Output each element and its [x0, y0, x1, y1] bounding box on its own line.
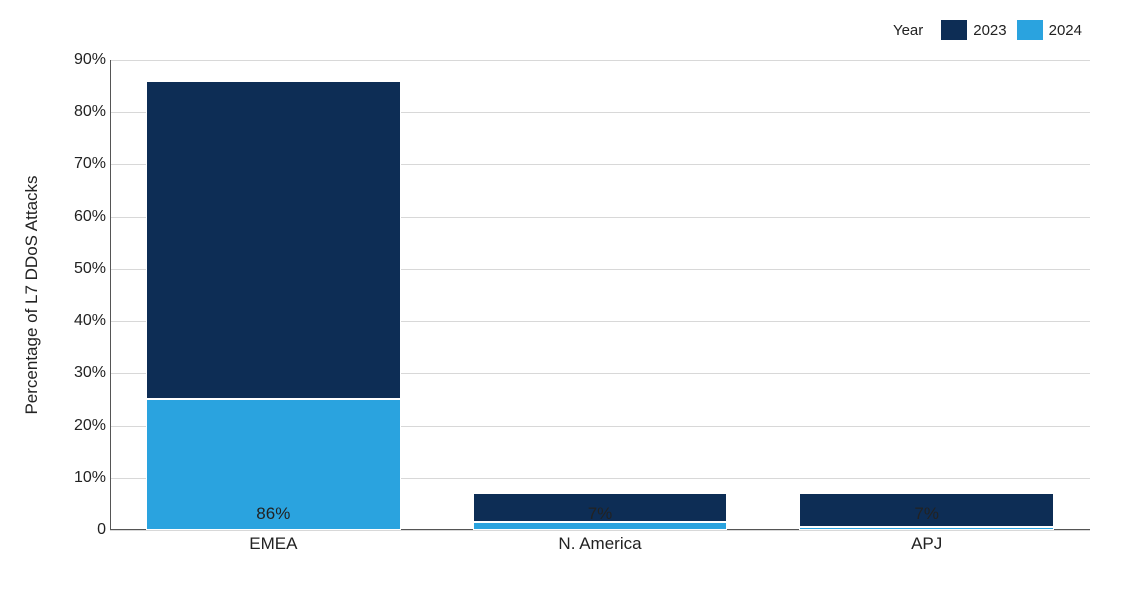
y-tick-label: 30% [60, 364, 106, 382]
x-tick-label: EMEA [249, 534, 297, 554]
x-tick-label: APJ [911, 534, 942, 554]
y-tick-label: 10% [60, 469, 106, 487]
y-axis-line [110, 60, 111, 530]
plot-area: 86%7%7% [110, 60, 1090, 530]
legend-label-2023: 2023 [973, 22, 1006, 39]
y-tick-labels: 010%20%30%40%50%60%70%80%90% [60, 60, 106, 530]
y-tick-label: 40% [60, 312, 106, 330]
legend-label-2024: 2024 [1049, 22, 1082, 39]
x-tick-label: N. America [558, 534, 641, 554]
y-tick-label: 60% [60, 208, 106, 226]
y-tick-label: 90% [60, 51, 106, 69]
y-tick-label: 50% [60, 260, 106, 278]
legend: Year 2023 2024 [893, 20, 1082, 40]
bar-segment [473, 522, 728, 530]
legend-item-2023: 2023 [941, 20, 1006, 40]
bar-segment [799, 527, 1054, 530]
legend-title: Year [893, 22, 923, 39]
legend-item-2024: 2024 [1017, 20, 1082, 40]
y-axis-title: Percentage of L7 DDoS Attacks [22, 175, 42, 414]
y-tick-label: 20% [60, 417, 106, 435]
y-tick-label: 0 [60, 521, 106, 539]
legend-swatch-2023 [941, 20, 967, 40]
bar-segment [146, 81, 401, 400]
gridline [110, 60, 1090, 61]
legend-swatch-2024 [1017, 20, 1043, 40]
x-tick-labels: EMEA N. America APJ [110, 534, 1090, 564]
y-tick-label: 70% [60, 155, 106, 173]
y-tick-label: 80% [60, 103, 106, 121]
gridline [110, 530, 1090, 531]
chart-container: Year 2023 2024 Percentage of L7 DDoS Att… [0, 0, 1122, 590]
